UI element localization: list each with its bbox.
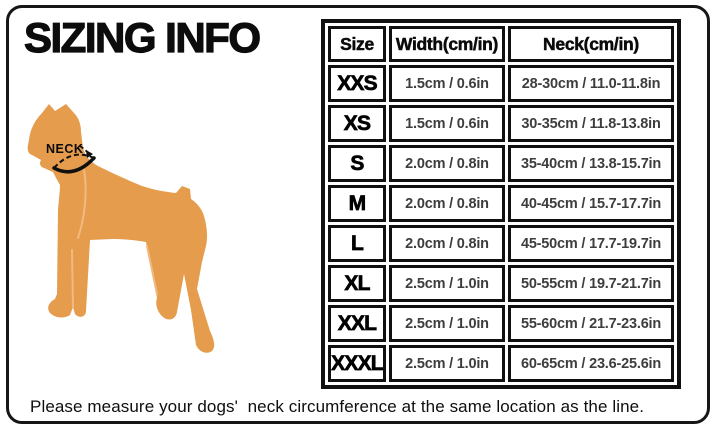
width-cell: 1.5cm / 0.6in [389,65,505,102]
dog-shading-line [71,169,158,309]
width-cell: 1.5cm / 0.6in [389,105,505,142]
neck-cell: 50-55cm / 19.7-21.7in [508,265,674,302]
neck-cell: 45-50cm / 17.7-19.7in [508,225,674,262]
measurement-note: Please measure your dogs' neck circumfer… [30,397,645,416]
dog-body [27,104,215,353]
neck-cell: 55-60cm / 21.7-23.6in [508,305,674,342]
dog-illustration: NECK [27,104,215,353]
neck-pointer-arrow [86,150,93,158]
neck-pointer-line [79,145,90,155]
neck-cell: 60-65cm / 23.6-25.6in [508,345,674,382]
neck-label: NECK [46,142,83,156]
size-cell: XXL [328,305,386,342]
size-cell: XXS [328,65,386,102]
table-row: M 2.0cm / 0.8in 40-45cm / 15.7-17.7in [328,185,674,222]
page-title: SIZING INFO [23,13,261,61]
sizing-table: Size Width(cm/in) Neck(cm/in) XXS 1.5cm … [321,19,681,389]
neck-cell: 40-45cm / 15.7-17.7in [508,185,674,222]
table-row: XXXL 2.5cm / 1.0in 60-65cm / 23.6-25.6in [328,345,674,382]
table-row: L 2.0cm / 0.8in 45-50cm / 17.7-19.7in [328,225,674,262]
width-cell: 2.0cm / 0.8in [389,185,505,222]
neck-cell: 28-30cm / 11.0-11.8in [508,65,674,102]
table-row: XS 1.5cm / 0.6in 30-35cm / 11.8-13.8in [328,105,674,142]
neck-cell: 30-35cm / 11.8-13.8in [508,105,674,142]
table-row: XXS 1.5cm / 0.6in 28-30cm / 11.0-11.8in [328,65,674,102]
width-cell: 2.5cm / 1.0in [389,345,505,382]
header-neck: Neck(cm/in) [508,26,674,62]
size-cell: M [328,185,386,222]
width-cell: 2.5cm / 1.0in [389,265,505,302]
size-cell: L [328,225,386,262]
collar-line-solid [52,156,96,174]
table-row: S 2.0cm / 0.8in 35-40cm / 13.8-15.7in [328,145,674,182]
size-cell: XL [328,265,386,302]
width-cell: 2.0cm / 0.8in [389,145,505,182]
size-cell: S [328,145,386,182]
neck-cell: 35-40cm / 13.8-15.7in [508,145,674,182]
table-header-row: Size Width(cm/in) Neck(cm/in) [328,26,674,62]
table-row: XL 2.5cm / 1.0in 50-55cm / 19.7-21.7in [328,265,674,302]
header-width: Width(cm/in) [389,26,505,62]
size-cell: XXXL [328,345,386,382]
width-cell: 2.5cm / 1.0in [389,305,505,342]
size-cell: XS [328,105,386,142]
width-cell: 2.0cm / 0.8in [389,225,505,262]
table-row: XXL 2.5cm / 1.0in 55-60cm / 21.7-23.6in [328,305,674,342]
header-size: Size [328,26,386,62]
collar-line-dashed [53,153,95,169]
